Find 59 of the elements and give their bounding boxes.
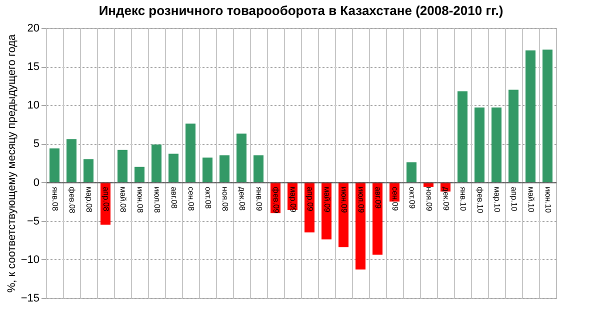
bar [492, 107, 502, 182]
x-tick-label: мар.09 [288, 186, 298, 213]
x-tick-label: июл.08 [152, 186, 162, 214]
y-tick-label: −10 [20, 254, 40, 266]
bar [134, 166, 144, 182]
bar [118, 150, 128, 182]
bar [406, 162, 416, 182]
bar [458, 91, 468, 182]
bar [66, 139, 76, 182]
x-tick-label: дек.09 [442, 186, 450, 212]
x-tick-label: май.10 [526, 186, 536, 213]
chart-title: Индекс розничного товарооборота в Казахстане (2008-2010 гг.) [98, 3, 504, 18]
bar [202, 158, 212, 182]
x-tick-label: фев.10 [476, 186, 484, 214]
x-tick-label: янв.08 [50, 186, 60, 212]
x-tick-label: апр.08 [102, 186, 110, 212]
y-tick-label: 20 [27, 22, 40, 34]
y-tick-label: 0 [33, 176, 40, 189]
y-tick-label: −5 [26, 215, 40, 228]
y-axis-title: %, к соответствующему месяцу предыдущего года [6, 33, 18, 293]
bar [84, 159, 94, 182]
y-tick-label: 5 [33, 138, 40, 150]
bar [236, 134, 246, 182]
bar [254, 155, 264, 182]
bar [186, 124, 196, 182]
bar [474, 107, 484, 182]
x-tick-label: фев.08 [68, 186, 76, 214]
bar [526, 50, 536, 182]
bar [508, 90, 518, 182]
y-tick-label: 10 [27, 100, 40, 112]
x-tick-label: авг.08 [170, 186, 178, 210]
x-tick-label: май.09 [322, 186, 332, 213]
x-tick-label: окт.09 [408, 186, 416, 210]
x-tick-label: ноя.08 [220, 186, 230, 212]
x-tick-label: апр.10 [510, 186, 518, 212]
y-tick-label: −15 [20, 292, 40, 304]
x-tick-label: сен.09 [390, 186, 400, 212]
bar [50, 148, 60, 182]
x-tick-label: мар.08 [84, 186, 94, 213]
x-tick-label: июн.08 [136, 186, 144, 214]
bar [168, 154, 178, 182]
x-tick-label: июл.09 [356, 186, 366, 214]
x-tick-label: янв.10 [458, 186, 468, 212]
y-tick-label: 15 [27, 61, 40, 74]
x-tick-label: авг.09 [374, 186, 382, 210]
x-tick-label: июн.10 [544, 186, 552, 214]
x-tick-label: сен.08 [186, 186, 196, 212]
x-tick-label: фев.09 [272, 186, 280, 214]
x-tick-label: июн.09 [340, 186, 348, 214]
x-tick-label: окт.08 [204, 186, 212, 210]
bar [542, 50, 552, 182]
x-tick-label: янв.09 [254, 186, 264, 212]
bar [152, 144, 162, 182]
bar [220, 155, 230, 182]
x-tick-label: ноя.09 [424, 186, 434, 212]
x-tick-label: апр.09 [306, 186, 314, 212]
x-tick-label: мар.10 [492, 186, 502, 213]
x-tick-label: май.08 [118, 186, 128, 213]
x-tick-label: дек.08 [238, 186, 246, 212]
